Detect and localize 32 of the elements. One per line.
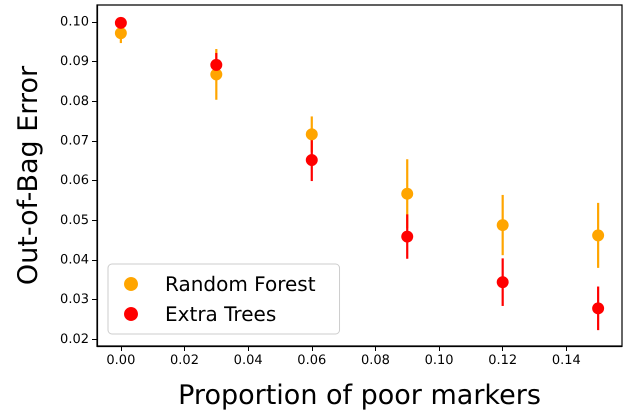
point xyxy=(401,230,414,243)
y-tick-label: 0.03 xyxy=(60,292,89,308)
x-tick-label: 0.04 xyxy=(234,353,263,368)
x-tick-label: 0.08 xyxy=(360,353,390,368)
x-tick-label: 0.14 xyxy=(552,353,581,368)
y-tick-label: 0.05 xyxy=(60,212,89,228)
point xyxy=(401,188,414,200)
x-axis-title: Proportion of poor markers xyxy=(178,380,541,411)
y-tick-label: 0.08 xyxy=(60,94,89,109)
y-tick-label: 0.10 xyxy=(60,14,89,30)
point xyxy=(306,128,318,140)
y-tick-label: 0.07 xyxy=(60,134,89,149)
point xyxy=(210,58,222,71)
legend-label: Extra Trees xyxy=(165,302,276,326)
y-axis-title: Out-of-Bag Error xyxy=(13,65,44,286)
x-tick-label: 0.02 xyxy=(170,353,199,368)
legend-label: Random Forest xyxy=(165,272,316,296)
point xyxy=(496,276,509,288)
point xyxy=(114,27,127,40)
x-tick-label: 0.00 xyxy=(106,353,136,368)
y-tick-label: 0.09 xyxy=(60,54,89,70)
point xyxy=(114,16,127,29)
x-tick-label: 0.10 xyxy=(424,353,454,368)
point xyxy=(306,154,318,166)
point xyxy=(592,229,604,242)
x-tick-label: 0.06 xyxy=(297,353,326,368)
y-tick-label: 0.04 xyxy=(60,252,89,268)
y-tick-label: 0.02 xyxy=(60,332,89,347)
point xyxy=(496,219,509,232)
x-tick-label: 0.12 xyxy=(488,353,518,368)
point xyxy=(592,302,604,314)
y-tick-label: 0.06 xyxy=(60,173,89,188)
